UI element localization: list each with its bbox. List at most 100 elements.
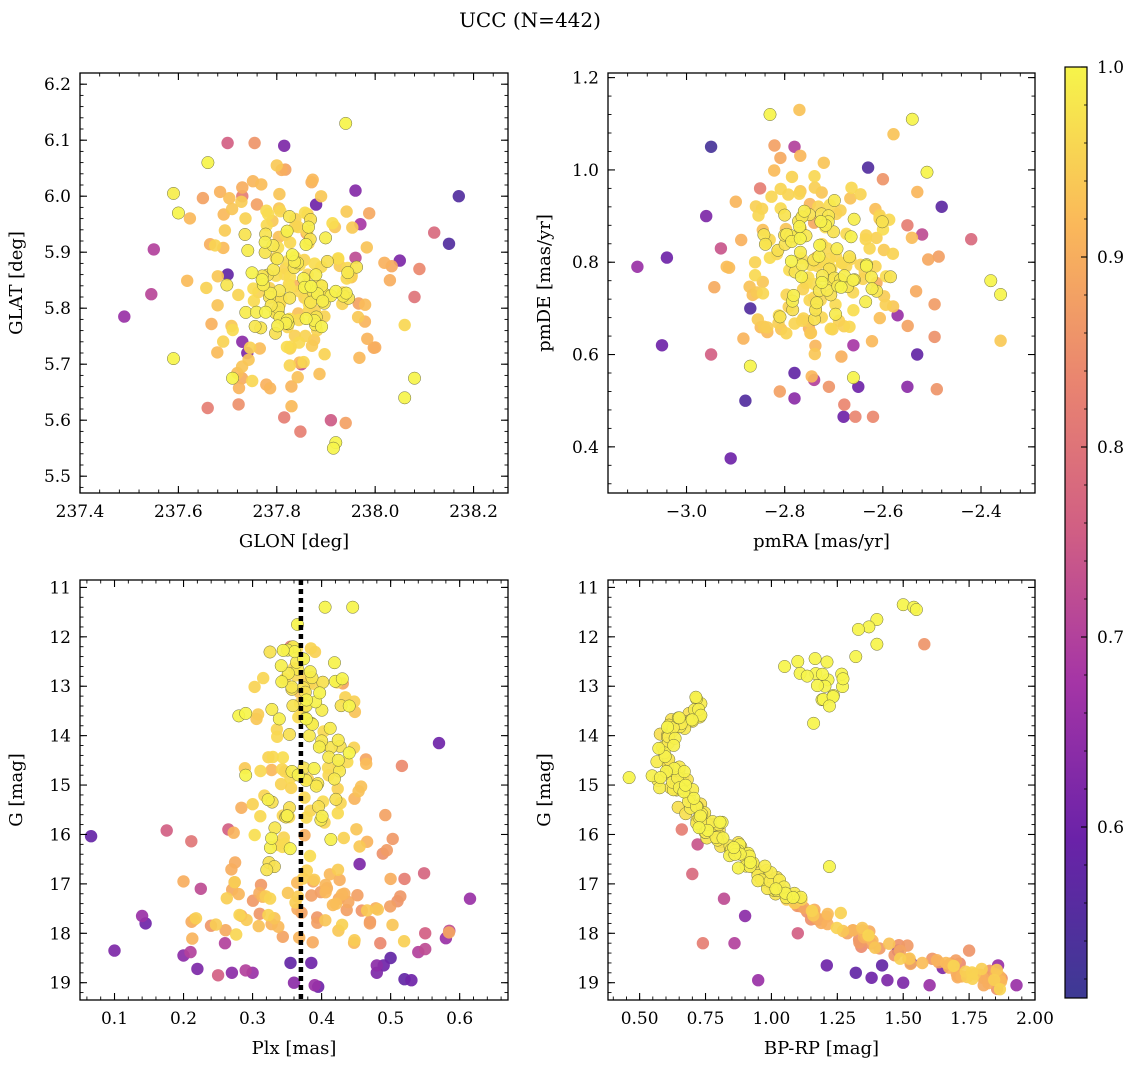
colorbar-tick-label: 0.6: [1097, 818, 1124, 838]
data-point: [251, 708, 265, 721]
data-point: [346, 600, 360, 614]
data-point: [292, 336, 306, 349]
data-point: [348, 934, 361, 947]
data-point: [847, 212, 861, 226]
data-point: [304, 642, 318, 655]
data-point: [696, 937, 710, 950]
data-point: [774, 182, 787, 196]
data-point: [810, 679, 824, 693]
data-point: [846, 924, 860, 937]
data-point: [339, 416, 352, 430]
data-point: [452, 190, 465, 203]
data-point: [774, 151, 787, 165]
data-point: [337, 831, 350, 845]
data-point: [306, 936, 319, 949]
data-point: [350, 823, 363, 836]
data-point: [994, 334, 1007, 347]
data-point: [849, 650, 863, 664]
data-point: [318, 600, 332, 614]
x-tick-label: 0.4: [308, 1009, 335, 1029]
y-tick-label: 11: [577, 578, 599, 598]
data-point: [263, 382, 277, 395]
data-point: [283, 281, 296, 294]
data-point: [326, 441, 340, 455]
data-point: [360, 757, 373, 770]
data-point: [395, 759, 409, 773]
data-point: [896, 598, 910, 612]
data-point: [887, 128, 900, 141]
data-point: [232, 887, 245, 901]
data-point: [386, 918, 399, 932]
data-point: [417, 867, 431, 880]
data-point: [827, 194, 841, 207]
data-point: [304, 280, 318, 293]
data-point: [947, 959, 960, 973]
x-tick-label: 237.8: [252, 502, 301, 522]
data-point: [280, 340, 294, 354]
data-point: [302, 729, 316, 743]
data-point: [883, 937, 896, 950]
panel-pmra-pmde: −3.0 −2.8 −2.6 −2.4 0.4 0.6 0.8 1.0 1.2 pmRA [m…: [534, 69, 1036, 552]
data-point: [442, 237, 456, 250]
y-tick-label: 17: [49, 875, 71, 895]
data-point: [84, 830, 98, 843]
data-point: [341, 266, 355, 280]
data-point: [962, 944, 976, 957]
data-point: [751, 874, 765, 888]
data-point: [254, 764, 267, 778]
data-point: [291, 371, 304, 384]
data-point: [820, 959, 833, 972]
data-point: [408, 290, 421, 304]
y-axis-label: GLAT [deg]: [6, 231, 27, 335]
data-point: [272, 712, 286, 726]
data-point: [758, 237, 772, 251]
data-point: [302, 220, 315, 234]
data-point: [271, 730, 284, 743]
data-point: [905, 112, 919, 126]
colorbar-ticks: 0.6 0.7 0.8 0.9 1.0: [1081, 58, 1124, 980]
colorbar-tick-label: 0.7: [1097, 628, 1124, 648]
data-point: [735, 233, 748, 247]
data-point: [901, 319, 914, 333]
data-point: [339, 116, 353, 130]
data-point: [255, 273, 269, 287]
data-point: [863, 242, 876, 255]
data-point: [266, 263, 280, 277]
data-point: [994, 288, 1008, 301]
data-point: [988, 973, 1001, 987]
data-point: [911, 348, 924, 361]
y-tick-label: 5.5: [44, 467, 71, 487]
x-tick-label: 1.50: [884, 1009, 922, 1029]
data-point: [321, 761, 335, 774]
y-tick-label: 6.0: [44, 187, 71, 207]
data-point: [398, 872, 411, 886]
data-point: [879, 298, 892, 311]
data-point: [227, 826, 240, 839]
x-axis-label: BP-RP [mag]: [764, 1038, 879, 1059]
data-point: [769, 882, 783, 896]
data-point: [768, 139, 781, 152]
scatter-points: [631, 103, 1008, 465]
plot-frame: [607, 72, 1036, 494]
data-point: [920, 165, 934, 179]
data-point: [333, 873, 346, 887]
data-point: [300, 864, 313, 877]
x-tick-label: 0.6: [446, 1009, 473, 1029]
data-point: [653, 771, 667, 785]
x-ticks: 0.50 0.75 1.00 1.25 1.50 1.75 2.00: [612, 580, 1054, 1029]
data-point: [196, 191, 210, 205]
data-point: [794, 149, 807, 162]
data-point: [108, 944, 121, 957]
data-point: [787, 288, 801, 302]
data-point: [905, 231, 919, 244]
data-point: [821, 907, 834, 921]
y-ticks: 5.5 5.6 5.7 5.8 5.9 6.0 6.1 6.2: [44, 72, 508, 488]
data-point: [270, 252, 284, 266]
data-point: [717, 892, 731, 905]
y-tick-label: 0.4: [572, 438, 599, 458]
data-point: [285, 400, 298, 413]
data-point: [720, 260, 733, 273]
data-point: [844, 192, 857, 205]
y-tick-label: 13: [49, 677, 71, 697]
